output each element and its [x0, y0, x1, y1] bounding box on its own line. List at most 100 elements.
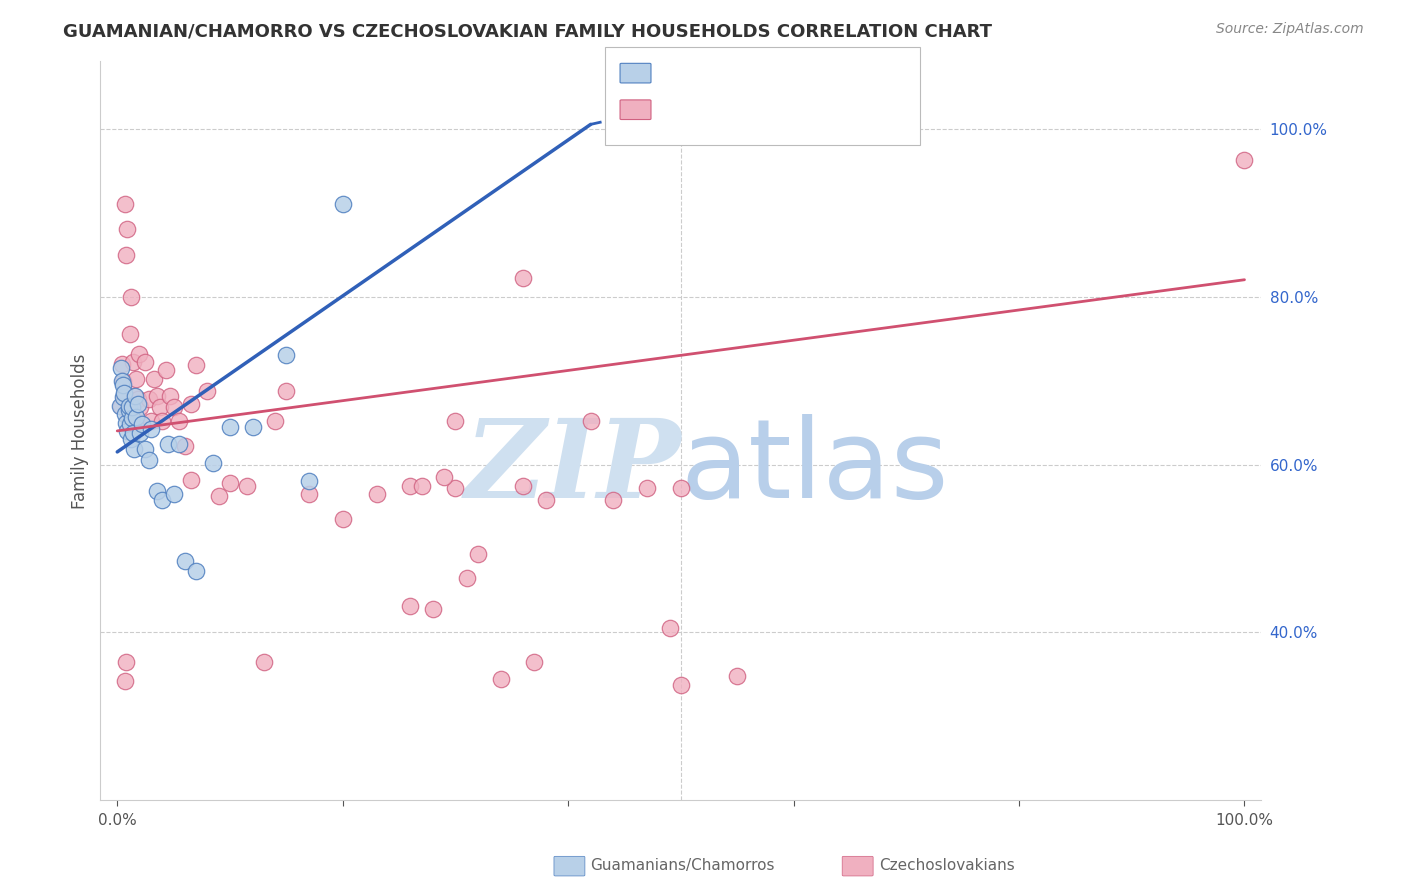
Point: [174, 439, 197, 453]
Text: R =: R =: [658, 64, 695, 82]
Text: N =: N =: [758, 64, 794, 82]
Point: [120, 289, 142, 303]
Point: [167, 436, 190, 450]
Point: [143, 372, 166, 386]
Point: [145, 484, 167, 499]
Point: [602, 492, 624, 507]
Point: [467, 547, 489, 561]
Point: [121, 417, 143, 432]
Point: [264, 414, 287, 428]
Point: [162, 401, 184, 415]
Point: [298, 487, 321, 501]
Point: [122, 425, 145, 440]
Point: [298, 475, 321, 489]
Point: [111, 374, 134, 388]
Point: [111, 390, 134, 404]
Text: GUAMANIAN/CHAMORRO VS CZECHOSLOVAKIAN FAMILY HOUSEHOLDS CORRELATION CHART: GUAMANIAN/CHAMORRO VS CZECHOSLOVAKIAN FA…: [63, 22, 993, 40]
Point: [1233, 153, 1256, 168]
Point: [122, 389, 145, 403]
Point: [139, 414, 162, 428]
Point: [115, 247, 138, 261]
Point: [523, 655, 546, 669]
Point: [115, 416, 138, 430]
Point: [118, 417, 141, 432]
Point: [122, 442, 145, 457]
Point: [139, 422, 162, 436]
Point: [242, 419, 264, 434]
Point: [121, 411, 143, 425]
Point: [180, 473, 202, 487]
Point: [236, 478, 259, 492]
Text: N =: N =: [758, 101, 794, 119]
Point: [122, 355, 145, 369]
Point: [399, 478, 422, 492]
Point: [108, 399, 131, 413]
Point: [180, 397, 202, 411]
Point: [489, 672, 512, 686]
Text: Czechoslovakians: Czechoslovakians: [879, 858, 1015, 872]
Text: ZIP: ZIP: [464, 414, 681, 522]
Point: [138, 453, 160, 467]
Point: [117, 424, 139, 438]
Point: [219, 419, 242, 434]
Point: [399, 599, 422, 613]
Point: [111, 357, 134, 371]
Point: [138, 392, 160, 406]
Text: 0.147: 0.147: [689, 101, 741, 119]
Point: [128, 401, 150, 415]
Point: [131, 417, 153, 432]
Point: [411, 478, 433, 492]
Point: [118, 327, 141, 342]
Point: [117, 399, 139, 413]
Point: [110, 399, 132, 413]
Point: [149, 401, 172, 415]
Point: [202, 456, 225, 470]
Point: [186, 359, 208, 373]
Point: [111, 377, 134, 392]
Y-axis label: Family Households: Family Households: [72, 353, 89, 508]
Point: [658, 621, 681, 635]
Text: Guamanians/Chamorros: Guamanians/Chamorros: [591, 858, 775, 872]
Point: [276, 384, 298, 398]
Text: Source: ZipAtlas.com: Source: ZipAtlas.com: [1216, 22, 1364, 37]
Point: [125, 372, 148, 386]
Point: [127, 397, 149, 411]
Point: [125, 410, 148, 425]
Point: [114, 407, 136, 421]
Point: [115, 655, 138, 669]
Point: [579, 414, 602, 428]
Point: [134, 442, 156, 457]
Point: [433, 470, 456, 484]
Text: 0.377: 0.377: [689, 64, 742, 82]
Point: [174, 554, 197, 568]
Point: [134, 355, 156, 369]
Point: [156, 436, 179, 450]
Point: [117, 403, 139, 417]
Point: [197, 384, 219, 398]
Point: [636, 481, 658, 495]
Point: [444, 481, 467, 495]
Point: [669, 677, 692, 691]
Point: [422, 602, 444, 616]
Text: atlas: atlas: [681, 415, 949, 521]
Text: 68: 68: [787, 101, 810, 119]
Point: [162, 487, 184, 501]
Point: [150, 414, 173, 428]
Point: [111, 374, 134, 388]
Point: [145, 389, 167, 403]
Point: [276, 348, 298, 362]
Point: [127, 392, 149, 406]
Point: [110, 360, 132, 375]
Point: [253, 655, 276, 669]
Point: [112, 390, 135, 404]
Point: [167, 414, 190, 428]
Point: [219, 475, 242, 490]
Point: [208, 490, 231, 504]
Point: [121, 401, 143, 415]
Point: [120, 433, 142, 447]
Point: [186, 564, 208, 578]
Text: R =: R =: [658, 101, 695, 119]
Point: [444, 414, 467, 428]
Point: [124, 409, 146, 423]
Point: [128, 425, 150, 440]
